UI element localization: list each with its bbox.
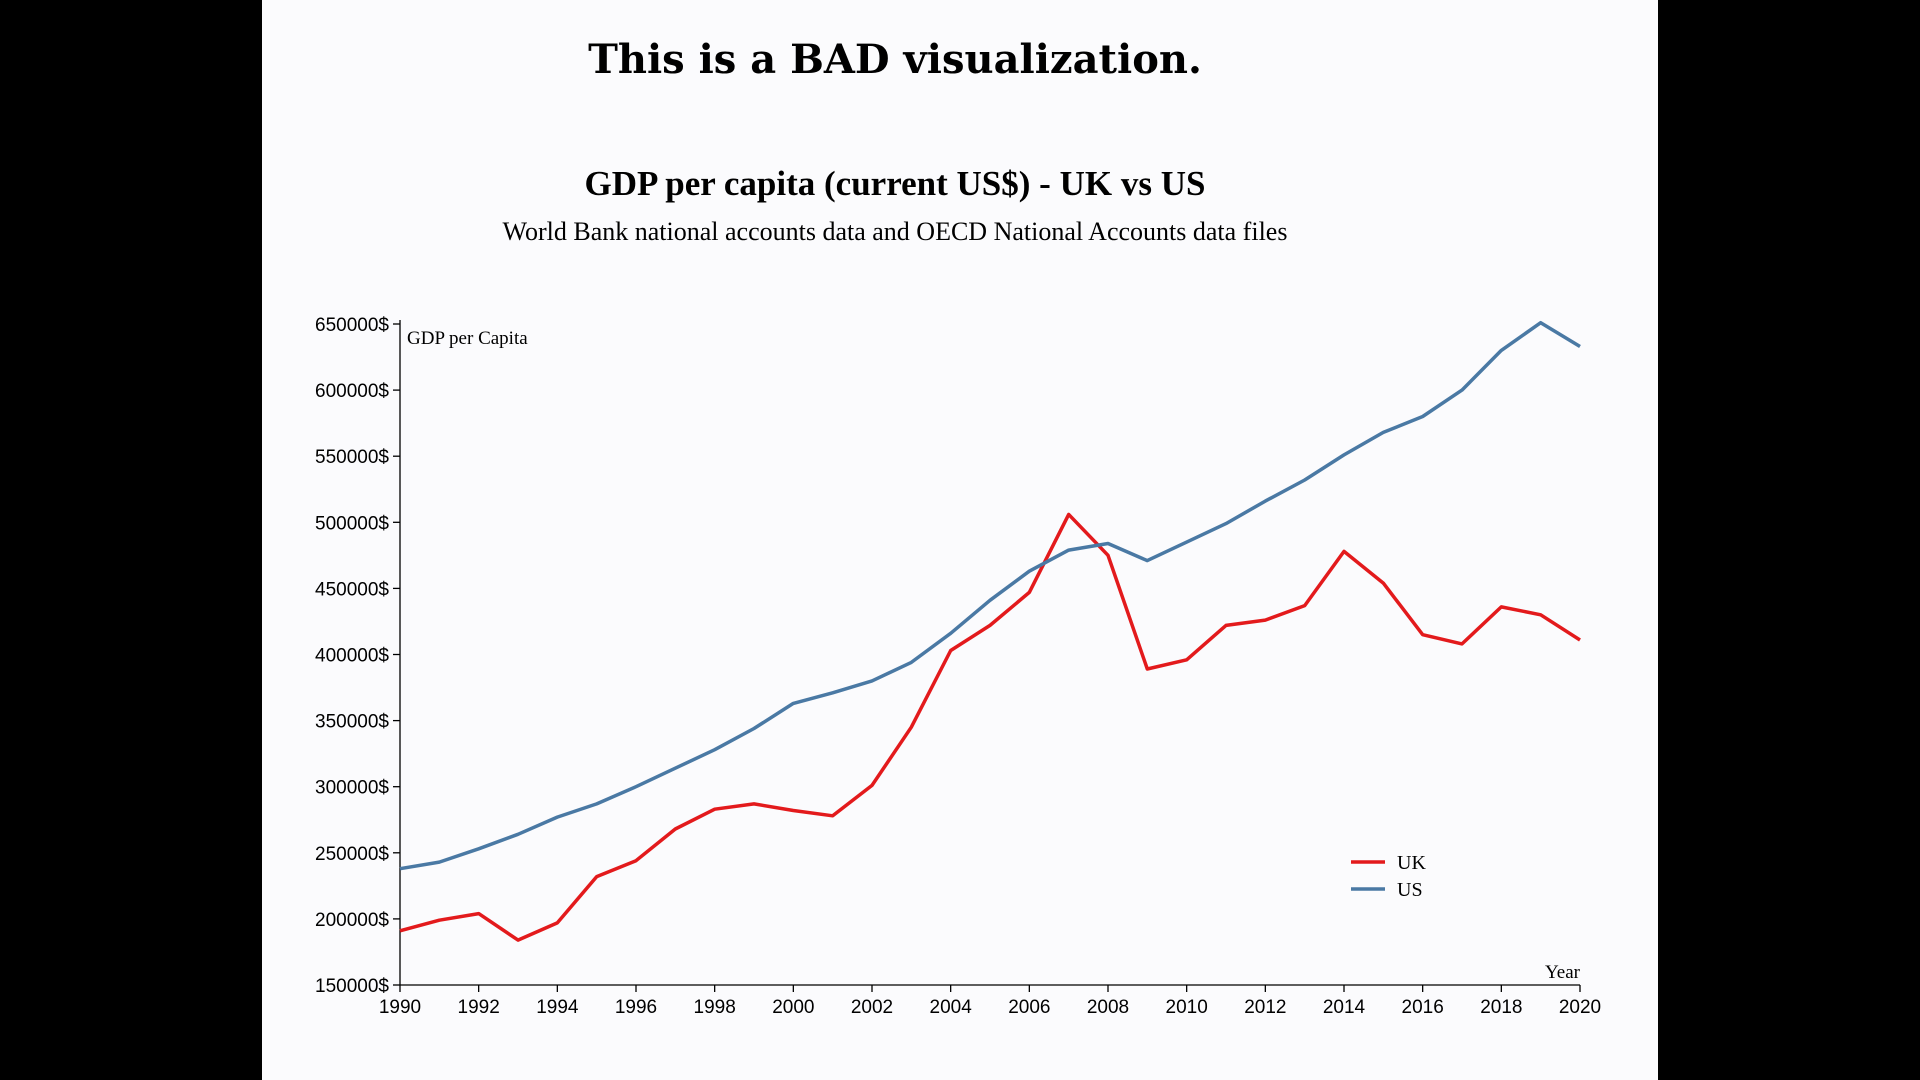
y-tick-label: 350000$ <box>315 712 389 733</box>
x-tick-label: 2014 <box>1323 997 1366 1018</box>
legend-label-us: US <box>1397 879 1423 901</box>
line-chart: GDP per capita (current US$) - UK vs US … <box>315 164 1601 1018</box>
y-tick-label: 400000$ <box>315 646 389 667</box>
y-tick-label: 450000$ <box>315 579 389 600</box>
y-tick-label: 500000$ <box>315 513 389 534</box>
chart-subtitle: World Bank national accounts data and OE… <box>503 217 1288 246</box>
chart-legend: UK US <box>1351 852 1426 901</box>
x-tick-label: 1996 <box>615 997 657 1018</box>
x-axis: 1990 1992 1994 1996 1998 2000 2002 2004 2006 2008… <box>379 984 1601 1018</box>
y-axis: 150000$ 200000$ 250000$ 300000$ 350000$ 40000… <box>315 315 401 997</box>
y-tick-label: 650000$ <box>315 315 389 336</box>
x-tick-label: 2016 <box>1402 997 1444 1018</box>
chart-title: GDP per capita (current US$) - UK vs US <box>585 164 1206 203</box>
x-tick-label: 2002 <box>851 997 893 1018</box>
x-tick-label: 2000 <box>772 997 814 1018</box>
x-tick-label: 2018 <box>1480 997 1522 1018</box>
x-tick-label: 2004 <box>930 997 973 1018</box>
y-tick-label: 150000$ <box>315 976 389 997</box>
slide-canvas: This is a BAD visualization. GDP per cap… <box>262 0 1658 1080</box>
x-axis-label: Year <box>1545 962 1581 983</box>
y-tick-label: 250000$ <box>315 844 389 865</box>
slide-headline: This is a BAD visualization. <box>588 36 1202 83</box>
series-layer <box>399 320 1581 942</box>
x-tick-label: 1992 <box>458 997 500 1018</box>
x-tick-label: 2012 <box>1244 997 1286 1018</box>
x-tick-label: 2020 <box>1559 997 1601 1018</box>
x-tick-label: 1994 <box>536 997 579 1018</box>
legend-label-uk: UK <box>1397 852 1426 874</box>
x-tick-label: 1998 <box>694 997 736 1018</box>
y-axis-label: GDP per Capita <box>407 328 528 349</box>
y-tick-label: 300000$ <box>315 778 389 799</box>
y-tick-label: 600000$ <box>315 381 389 402</box>
y-tick-label: 550000$ <box>315 447 389 468</box>
y-tick-label: 200000$ <box>315 910 389 931</box>
series-line-us <box>399 320 1581 871</box>
x-tick-label: 1990 <box>379 997 421 1018</box>
x-tick-label: 2006 <box>1008 997 1050 1018</box>
x-tick-label: 2010 <box>1166 997 1208 1018</box>
series-line-uk <box>399 512 1581 942</box>
x-tick-label: 2008 <box>1087 997 1129 1018</box>
